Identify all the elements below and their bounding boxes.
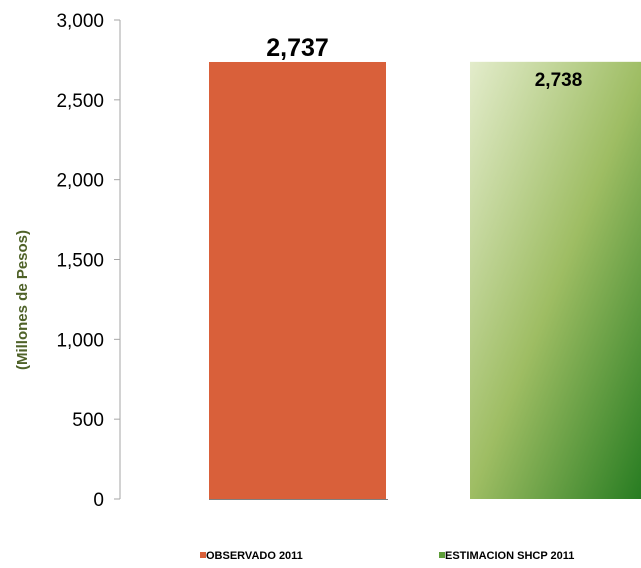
bar-value-label: 2,738 (535, 70, 583, 91)
legend: OBSERVADO 2011 ESTIMACION SHCP 2011 (200, 550, 574, 562)
legend-swatch (200, 552, 206, 558)
bars: 2,737 2,738 (209, 34, 641, 500)
y-tick-label: 3,000 (56, 11, 104, 32)
y-tick-label: 1,500 (56, 251, 104, 272)
legend-swatch (439, 552, 445, 558)
legend-label: OBSERVADO 2011 (206, 550, 303, 562)
y-tick-label: 0 (93, 490, 104, 511)
y-tick-label: 2,000 (56, 171, 104, 192)
bar-estimacion (470, 61, 641, 499)
y-tick-label: 1,000 (56, 330, 104, 351)
y-axis-label: (Millones de Pesos) (14, 230, 31, 370)
y-tick-label: 500 (72, 410, 104, 431)
bar-value-label: 2,737 (266, 34, 329, 62)
y-tick-label: 2,500 (56, 91, 104, 112)
legend-label: ESTIMACION SHCP 2011 (445, 550, 574, 562)
y-axis: 0 500 1,000 1,500 2,000 2,500 3,000 (56, 11, 121, 511)
bar-observado (209, 61, 386, 499)
